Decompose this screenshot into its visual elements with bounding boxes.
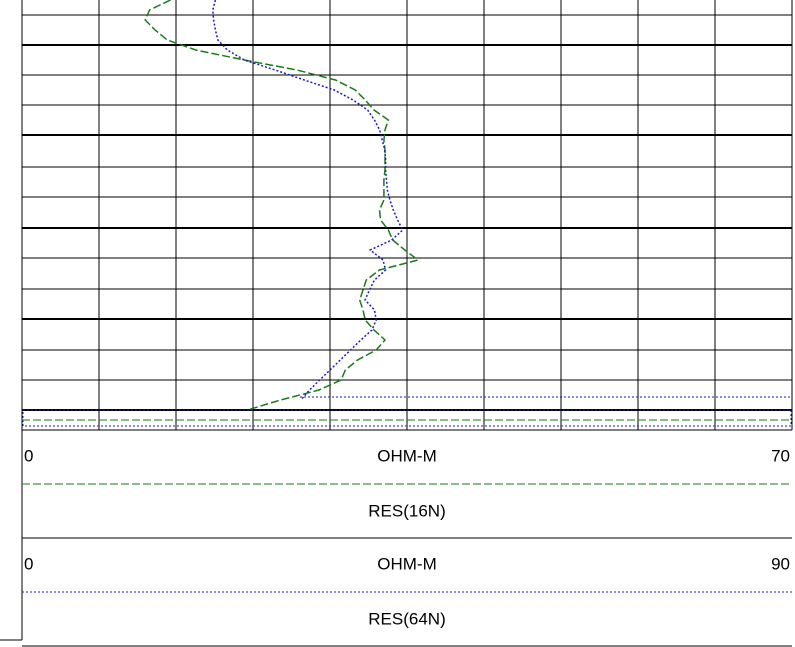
scale-min: 0: [24, 446, 33, 465]
scale-unit: OHM-M: [377, 554, 436, 573]
scale-max: 90: [771, 554, 790, 573]
scale-max: 70: [771, 446, 790, 465]
log-curve: [212, 0, 404, 401]
curve-name: RES(64N): [368, 609, 445, 628]
curves: [144, 0, 420, 411]
bottom-box: [22, 409, 792, 427]
scale-unit: OHM-M: [377, 446, 436, 465]
log-curve: [144, 0, 420, 411]
curve-name: RES(16N): [368, 501, 445, 520]
grid: [21, 0, 793, 430]
scale-min: 0: [24, 554, 33, 573]
track-header: 0 OHM-M 70 RES(16N) 0 OHM-M 90 RES(64N): [0, 429, 792, 647]
